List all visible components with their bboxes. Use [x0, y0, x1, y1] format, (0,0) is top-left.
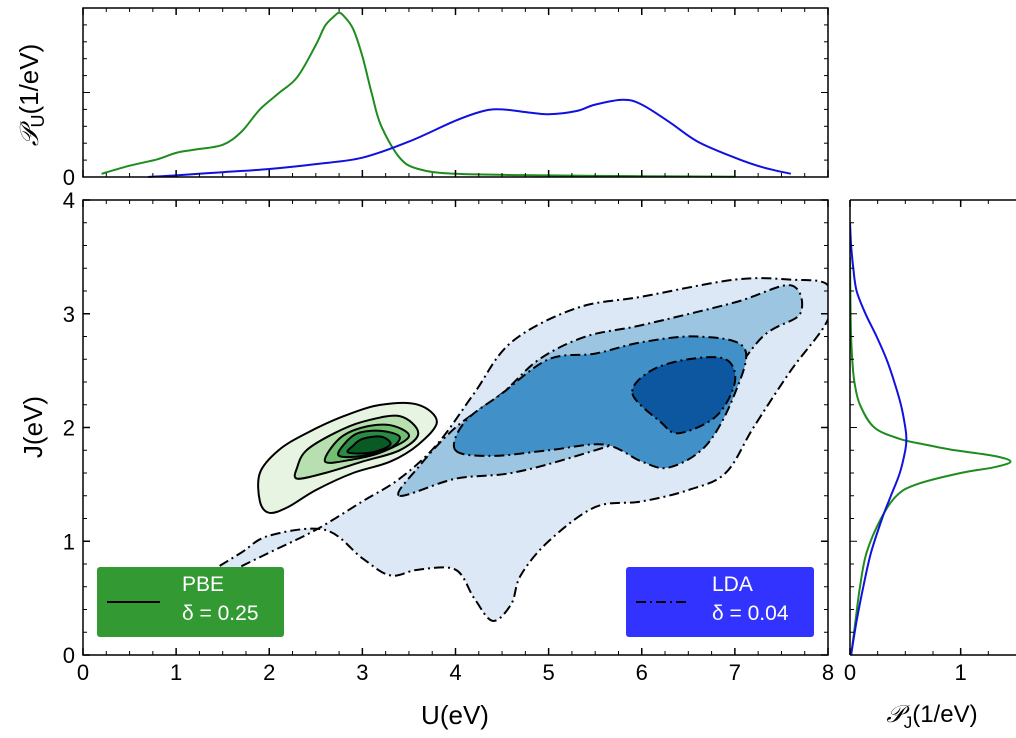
top-curve-pbe [101, 11, 735, 178]
right-xlabel: 𝒫J(1/eV) [886, 701, 977, 732]
top-ylabel-sub: U [28, 115, 48, 128]
top-frame [82, 7, 829, 178]
right-xtick-label: 1 [955, 660, 967, 685]
main-xtick-label: 1 [170, 660, 182, 685]
top-curve-lda [148, 98, 792, 178]
right-xtick-label: 0 [844, 660, 856, 685]
main-xtick-label: 5 [543, 660, 555, 685]
main-ytick-label: 0 [63, 643, 75, 668]
legend-pbe-name: PBE [182, 573, 224, 596]
main-xtick-label: 2 [263, 660, 275, 685]
top-ylabel: 𝒫U(1/eV) [14, 44, 48, 147]
main-xtick-label: 6 [636, 660, 648, 685]
top-ylabel-unit: (1/eV) [14, 44, 44, 115]
legend-pbe-box [97, 567, 284, 637]
main-ytick-label: 4 [63, 188, 75, 213]
pbe-contour-level-5 [346, 435, 392, 455]
right-curve-pbe [850, 256, 1012, 655]
right-xlabel-sub: J [904, 713, 913, 732]
main-ytick-label: 3 [63, 302, 75, 327]
svg-text:𝒫U(1/eV): 𝒫U(1/eV) [14, 44, 48, 147]
lda-contour-level-4 [631, 356, 737, 435]
right-curve-lda [850, 222, 908, 655]
legend-pbe: PBE δ = 0.25 [97, 567, 284, 637]
main-ylabel: J(eV) [18, 396, 48, 458]
legend-lda-box [626, 567, 814, 637]
legend-lda: LDA δ = 0.04 [626, 567, 814, 637]
right-xlabel-unit: (1/eV) [912, 701, 977, 728]
main-xtick-label: 7 [729, 660, 741, 685]
svg-text:𝒫J(1/eV): 𝒫J(1/eV) [886, 701, 977, 732]
main-ytick-label: 1 [63, 529, 75, 554]
main-xtick-label: 4 [449, 660, 461, 685]
main-xtick-label: 8 [822, 660, 834, 685]
main-ytick-label: 2 [63, 416, 75, 441]
top-marginal-panel: 0 [63, 7, 829, 190]
top-ytick-label: 0 [63, 165, 75, 190]
main-contour-panel: 0 1 2 3 4 5 6 7 8 0 1 2 3 4 [63, 188, 834, 685]
legend-pbe-delta: δ = 0.25 [182, 602, 259, 625]
main-xlabel: U(eV) [421, 700, 489, 730]
legend-lda-delta: δ = 0.04 [712, 602, 789, 625]
main-xtick-label: 3 [356, 660, 368, 685]
legend-lda-name: LDA [712, 573, 753, 596]
main-xtick-label: 0 [77, 660, 89, 685]
